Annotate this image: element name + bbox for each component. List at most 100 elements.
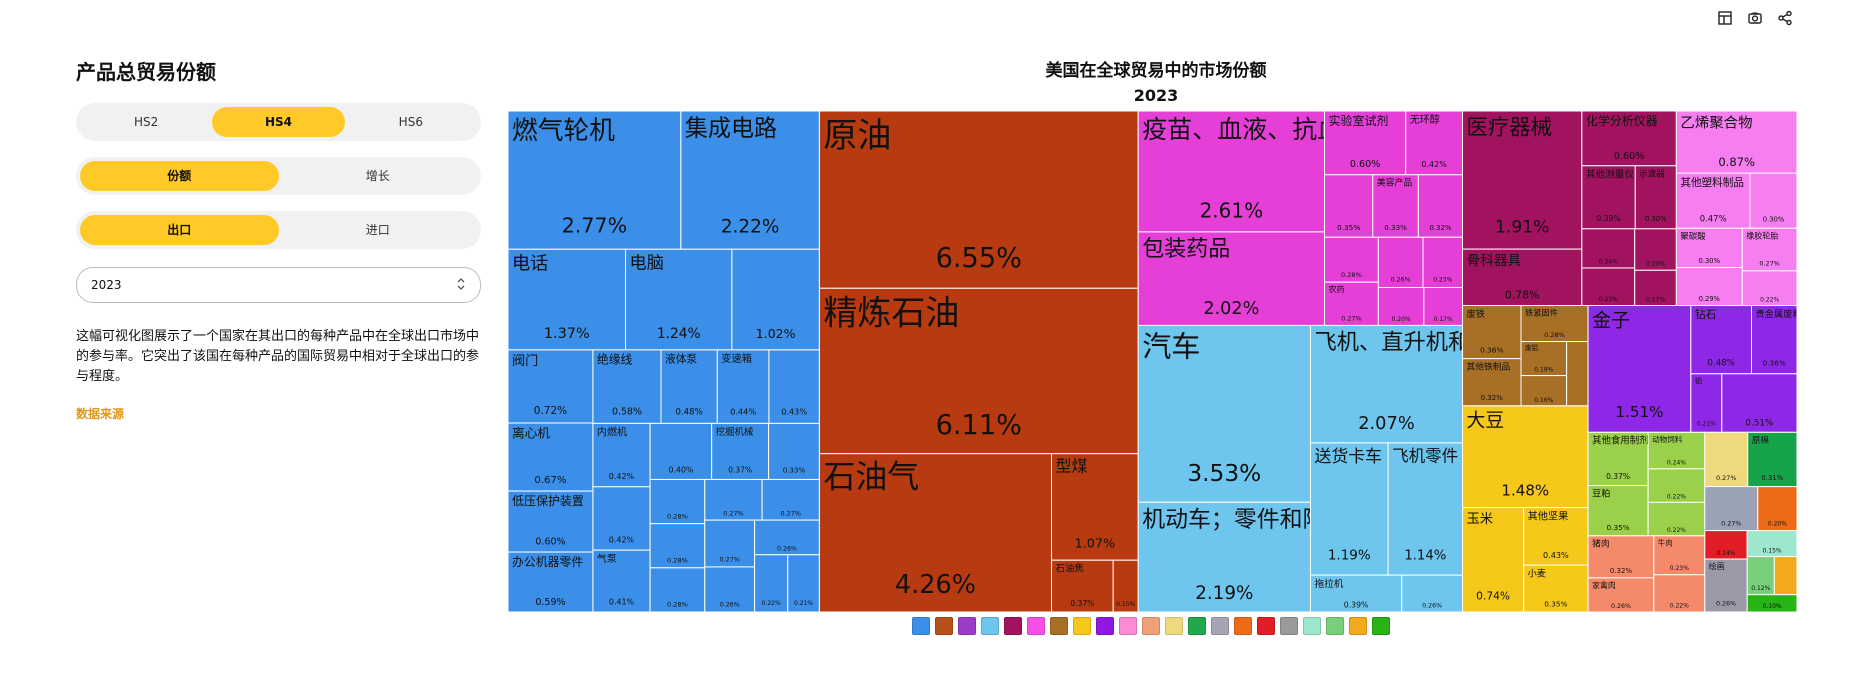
treemap-cell[interactable] <box>1581 165 1636 230</box>
treemap-cell[interactable] <box>1704 530 1748 560</box>
treemap-cell[interactable] <box>649 478 706 525</box>
treemap-cell[interactable] <box>625 248 733 351</box>
treemap-cell[interactable] <box>716 349 770 424</box>
treemap-cell[interactable] <box>1746 530 1797 558</box>
treemap-cell[interactable] <box>508 551 594 612</box>
treemap-cell[interactable] <box>1704 431 1749 488</box>
treemap-cell[interactable] <box>1309 324 1464 444</box>
treemap-cell[interactable] <box>818 111 1139 289</box>
treemap-cell[interactable] <box>1634 269 1677 307</box>
legend-category-icon[interactable] <box>912 617 930 635</box>
legend-category-icon[interactable] <box>1142 617 1160 635</box>
treemap-cell[interactable] <box>1462 305 1522 360</box>
treemap-cell[interactable] <box>1587 431 1649 487</box>
treemap-cell[interactable] <box>1634 165 1677 230</box>
treemap-cell[interactable] <box>1523 564 1589 612</box>
treemap-cell[interactable] <box>1690 373 1723 433</box>
legend-category-icon[interactable] <box>1349 617 1367 635</box>
table-icon[interactable] <box>1717 10 1733 26</box>
treemap-cell[interactable] <box>1581 267 1636 307</box>
treemap-cell[interactable] <box>1137 231 1326 326</box>
treemap-cell[interactable] <box>1377 287 1425 326</box>
treemap-cell[interactable] <box>1137 324 1311 503</box>
legend-category-icon[interactable] <box>1096 617 1114 635</box>
treemap-cell[interactable] <box>1721 373 1797 433</box>
treemap-cell[interactable] <box>680 111 820 250</box>
legend-category-icon[interactable] <box>1372 617 1390 635</box>
treemap-cell[interactable] <box>592 549 651 612</box>
treemap-cell[interactable] <box>1309 442 1389 576</box>
treemap-cell[interactable] <box>818 453 1053 612</box>
data-source-link[interactable]: 数据来源 <box>76 407 125 421</box>
treemap-cell[interactable] <box>768 349 820 424</box>
treemap-cell[interactable] <box>1462 405 1589 509</box>
treemap-cell[interactable] <box>1587 485 1649 537</box>
growth-option[interactable]: 增长 <box>365 169 390 183</box>
legend-category-icon[interactable] <box>1280 617 1298 635</box>
treemap-cell[interactable] <box>1747 431 1797 488</box>
treemap-cell[interactable] <box>768 422 820 480</box>
hs6-option[interactable]: HS6 <box>398 115 423 129</box>
treemap-cell[interactable] <box>1523 507 1589 566</box>
treemap-cell[interactable] <box>1462 358 1522 407</box>
treemap-cell[interactable] <box>1587 577 1655 612</box>
treemap-cell[interactable] <box>1422 236 1464 289</box>
legend-category-icon[interactable] <box>981 617 999 635</box>
treemap-cell[interactable] <box>1324 174 1374 238</box>
treemap-cell[interactable] <box>592 349 662 424</box>
treemap-cell[interactable] <box>1462 111 1583 250</box>
treemap-cell[interactable] <box>649 567 706 612</box>
treemap-cell[interactable] <box>731 248 820 351</box>
treemap-cell[interactable] <box>1751 305 1797 375</box>
treemap-cell[interactable] <box>704 478 763 521</box>
legend-category-icon[interactable] <box>1303 617 1321 635</box>
import-option[interactable]: 进口 <box>365 223 390 237</box>
export-option[interactable]: 出口 <box>80 215 279 245</box>
treemap-cell[interactable] <box>1309 574 1403 612</box>
legend-category-icon[interactable] <box>1257 617 1275 635</box>
treemap-cell[interactable] <box>592 422 651 488</box>
treemap-cell[interactable] <box>1324 236 1379 283</box>
legend-category-icon[interactable] <box>1027 617 1045 635</box>
legend-category-icon[interactable] <box>958 617 976 635</box>
treemap-cell[interactable] <box>1566 341 1589 407</box>
treemap-cell[interactable] <box>1137 501 1311 612</box>
legend-category-icon[interactable] <box>1004 617 1022 635</box>
treemap-cell[interactable] <box>1417 174 1464 238</box>
treemap-cell[interactable] <box>1423 287 1464 326</box>
treemap-cell[interactable] <box>711 422 770 480</box>
treemap-cell[interactable] <box>1647 431 1706 470</box>
treemap-cell[interactable] <box>1387 442 1464 576</box>
legend-category-icon[interactable] <box>935 617 953 635</box>
share-icon[interactable] <box>1777 10 1793 26</box>
legend-category-icon[interactable] <box>1050 617 1068 635</box>
legend-category-icon[interactable] <box>1073 617 1091 635</box>
camera-icon[interactable] <box>1747 10 1763 26</box>
legend-category-icon[interactable] <box>1211 617 1229 635</box>
treemap-cell[interactable] <box>704 519 756 568</box>
legend-category-icon[interactable] <box>1119 617 1137 635</box>
hs4-option[interactable]: HS4 <box>212 107 345 137</box>
treemap-cell[interactable] <box>1401 574 1464 612</box>
year-select[interactable]: 2023 <box>76 267 481 303</box>
legend-category-icon[interactable] <box>1234 617 1252 635</box>
legend-category-icon[interactable] <box>1165 617 1183 635</box>
treemap-cell[interactable] <box>818 287 1139 455</box>
treemap-cell[interactable] <box>1653 574 1706 612</box>
treemap-cell[interactable] <box>1647 468 1706 503</box>
treemap-cell[interactable] <box>1690 305 1753 375</box>
treemap-cell[interactable] <box>1773 556 1797 596</box>
treemap-cell[interactable] <box>592 486 651 551</box>
treemap-cell[interactable] <box>649 422 713 480</box>
share-option[interactable]: 份额 <box>80 161 279 191</box>
treemap-cell[interactable] <box>1520 375 1568 407</box>
hs2-option[interactable]: HS2 <box>134 115 159 129</box>
treemap-cell[interactable] <box>1749 172 1797 229</box>
treemap-cell[interactable] <box>1634 228 1677 271</box>
treemap-cell[interactable] <box>1377 236 1424 289</box>
treemap-cell[interactable] <box>1757 486 1797 532</box>
treemap-cell[interactable] <box>1675 172 1751 229</box>
treemap-cell[interactable] <box>1587 305 1692 433</box>
treemap-cell[interactable] <box>1704 486 1759 532</box>
legend-category-icon[interactable] <box>1326 617 1344 635</box>
